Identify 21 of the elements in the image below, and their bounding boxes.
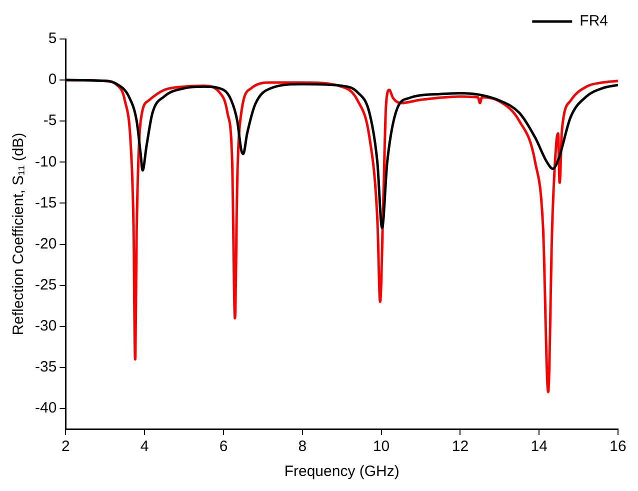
y-tick-label: -30 xyxy=(34,318,57,335)
y-tick-label: -20 xyxy=(34,235,57,252)
x-tick-label: 2 xyxy=(62,438,70,456)
x-tick-label: 4 xyxy=(140,438,149,456)
y-axis-title: Reflection Coefficient, S₁₁ (dB) xyxy=(10,132,28,336)
x-tick-label: 16 xyxy=(610,438,626,456)
y-tick-label: 5 xyxy=(48,30,57,48)
y-tick-label: -15 xyxy=(34,194,57,212)
x-tick-label: 14 xyxy=(530,438,548,456)
y-tick-label: -40 xyxy=(34,400,57,417)
y-tick-label: -25 xyxy=(34,276,57,294)
x-tick-label: 12 xyxy=(452,438,469,456)
y-tick-label: -10 xyxy=(34,153,57,170)
x-axis-title: Frequency (GHz) xyxy=(284,463,400,480)
x-tick-label: 6 xyxy=(219,438,228,456)
x-tick-label: 8 xyxy=(298,438,307,456)
y-tick-label: -35 xyxy=(34,358,57,376)
x-tick-label: 10 xyxy=(372,438,390,456)
y-tick-label: -5 xyxy=(43,112,57,130)
y-tick-label: 0 xyxy=(48,71,57,88)
legend-label: FR4 xyxy=(580,12,608,30)
